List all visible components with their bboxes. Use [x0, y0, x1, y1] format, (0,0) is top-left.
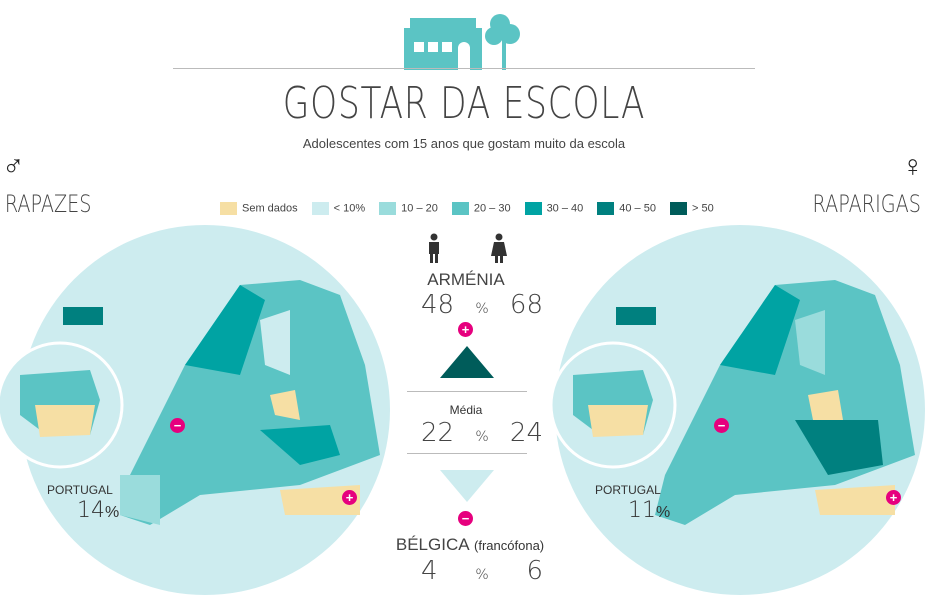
max-country: ARMÉNIA [427, 270, 505, 289]
max-girls: 68 [509, 290, 543, 320]
school-icon [404, 14, 520, 70]
unit: % [475, 567, 489, 583]
plus-badge: + [458, 322, 473, 337]
legend-swatch [220, 202, 237, 215]
girl-icon [491, 233, 507, 263]
min-country: BÉLGICA [395, 535, 470, 554]
legend-label: 40 – 50 [619, 202, 656, 215]
girls-label: RAPARIGAS [812, 190, 921, 218]
average-label: Média [449, 403, 483, 417]
divider [407, 453, 527, 454]
legend-item: 30 – 40 [524, 202, 584, 215]
avg-boys: 22 [421, 418, 455, 448]
max-boys: 48 [421, 290, 455, 320]
portugal-label: PORTUGAL [47, 483, 113, 497]
min-girls: 6 [526, 556, 543, 586]
legend-label: < 10% [333, 202, 366, 215]
unit: % [656, 504, 671, 521]
legend-label: 10 – 20 [401, 202, 438, 215]
portugal-value: 11 [628, 498, 656, 523]
plus-badge-map: + [342, 490, 357, 505]
female-icon: ♀ [901, 150, 925, 183]
girls-map [549, 225, 925, 595]
legend-label: Sem dados [242, 202, 298, 215]
legend-swatch [451, 202, 469, 215]
legend-swatch [311, 202, 329, 215]
page-title: GOSTAR DA ESCOLA [282, 78, 646, 129]
boy-icon [429, 233, 439, 263]
minus-badge-map: − [714, 418, 729, 433]
up-triangle-icon [440, 346, 494, 378]
unit: % [105, 504, 120, 521]
legend: Sem dados < 10% 10 – 20 20 – 30 30 – 40 40 – … [220, 202, 714, 215]
plus-badge-map: + [886, 490, 901, 505]
legend-item: > 50 [669, 202, 714, 215]
subtitle: Adolescentes com 15 anos que gostam muit… [302, 136, 626, 151]
divider [173, 68, 755, 69]
down-triangle-icon [440, 470, 494, 502]
legend-item: 20 – 30 [451, 202, 511, 215]
unit: % [475, 429, 489, 445]
unit: % [475, 301, 489, 317]
avg-girls: 24 [509, 418, 543, 448]
legend-label: 20 – 30 [473, 202, 511, 215]
boys-map [0, 225, 390, 595]
divider [407, 391, 527, 392]
legend-swatch [524, 202, 542, 215]
legend-label: > 50 [691, 202, 714, 215]
min-boys: 4 [421, 556, 438, 586]
legend-swatch [379, 202, 397, 215]
minus-badge-map: − [170, 418, 185, 433]
legend-item: < 10% [311, 202, 366, 215]
legend-item: 10 – 20 [379, 202, 438, 215]
male-icon: ♂ [2, 150, 25, 183]
gender-icons [429, 233, 507, 263]
min-country-note: (francófona) [474, 538, 545, 553]
legend-label: 30 – 40 [546, 202, 584, 215]
legend-item: Sem dados [220, 202, 298, 215]
portugal-value: 14 [77, 498, 105, 523]
legend-item: 40 – 50 [597, 202, 656, 215]
boys-label: RAPAZES [4, 190, 92, 218]
portugal-label: PORTUGAL [595, 483, 661, 497]
legend-swatch [669, 202, 687, 215]
minus-badge: − [458, 511, 473, 526]
legend-swatch [597, 202, 615, 215]
